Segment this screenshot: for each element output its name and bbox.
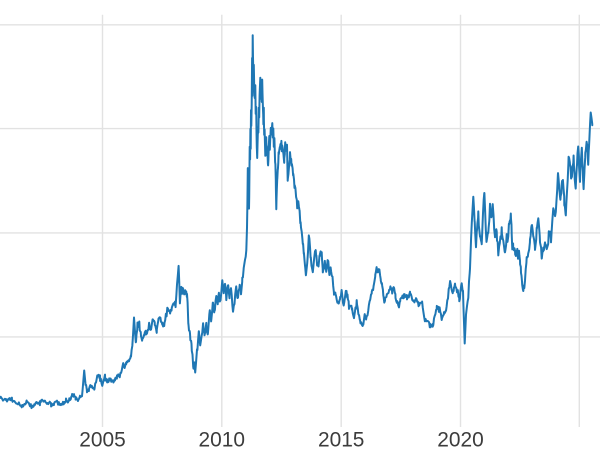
svg-text:2010: 2010: [199, 428, 245, 450]
svg-text:2015: 2015: [318, 428, 364, 450]
svg-text:2005: 2005: [79, 428, 125, 450]
svg-text:2020: 2020: [437, 428, 483, 450]
